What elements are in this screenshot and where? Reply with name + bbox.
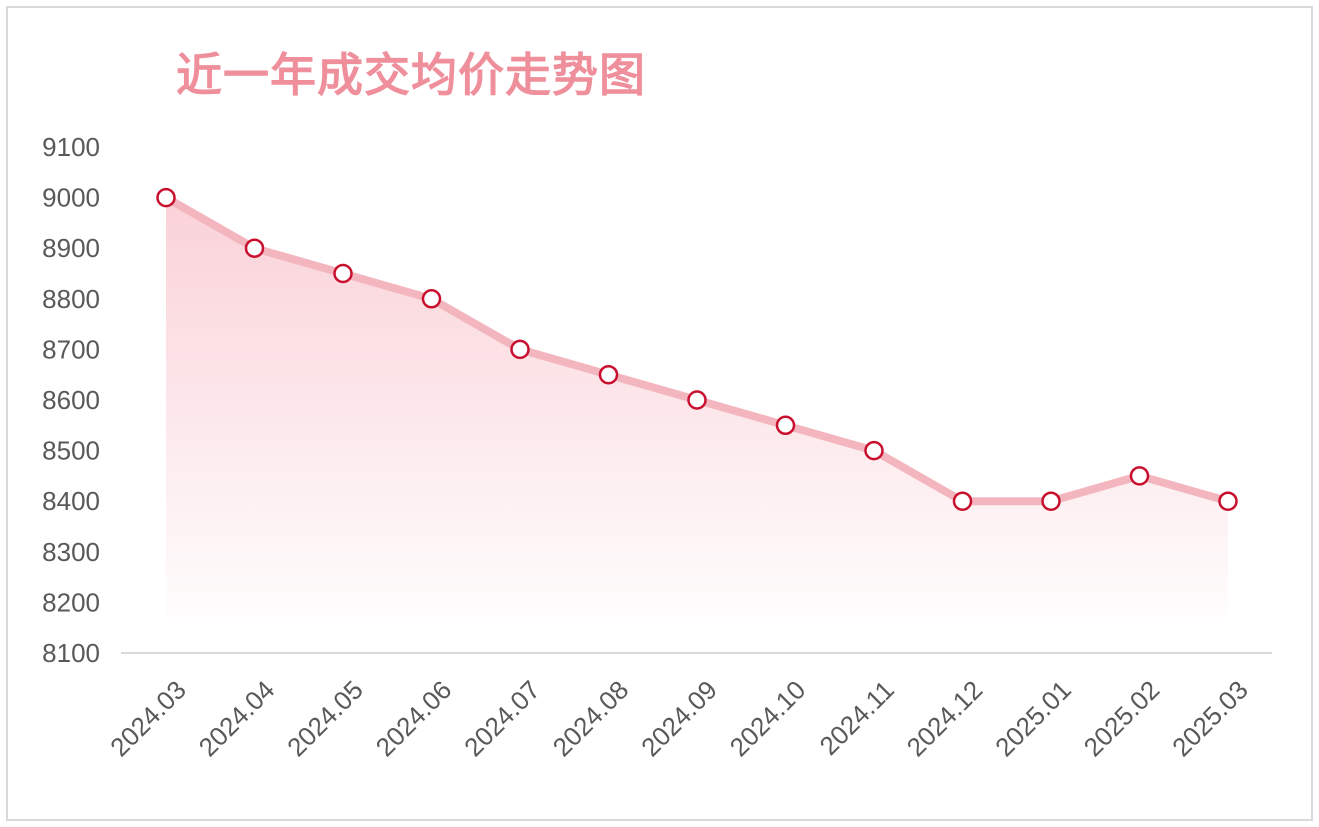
y-tick-label: 8700 bbox=[42, 334, 100, 364]
y-tick-label: 9100 bbox=[42, 132, 100, 162]
x-tick-label: 2024.05 bbox=[281, 675, 369, 763]
y-tick-label: 8400 bbox=[42, 486, 100, 516]
x-tick-label: 2024.04 bbox=[193, 675, 281, 763]
y-axis-ticks: 9100 9000 8900 8800 8700 8600 8500 8400 8300 8200… bbox=[42, 132, 100, 668]
y-tick-label: 8200 bbox=[42, 587, 100, 617]
y-tick-label: 8800 bbox=[42, 284, 100, 314]
y-tick-label: 9000 bbox=[42, 183, 100, 213]
data-point-marker bbox=[333, 263, 353, 284]
y-tick-label: 8100 bbox=[42, 638, 100, 668]
x-tick-label: 2025.02 bbox=[1078, 675, 1166, 763]
x-tick-label: 2025.03 bbox=[1166, 675, 1254, 763]
price-area-fill bbox=[166, 197, 1228, 640]
y-tick-label: 8300 bbox=[42, 537, 100, 567]
x-tick-label: 2024.11 bbox=[814, 675, 900, 761]
x-tick-label: 2024.08 bbox=[547, 675, 635, 763]
data-point-marker bbox=[421, 289, 442, 309]
y-tick-label: 8900 bbox=[42, 233, 100, 263]
x-tick-label: 2024.03 bbox=[104, 675, 192, 763]
data-point-marker bbox=[1218, 491, 1238, 511]
x-tick-label: 2024.06 bbox=[370, 675, 458, 763]
x-tick-label: 2024.07 bbox=[458, 675, 546, 763]
data-point-marker bbox=[864, 440, 884, 461]
data-point-marker bbox=[952, 491, 973, 511]
y-tick-label: 8500 bbox=[42, 436, 100, 466]
price-markers bbox=[156, 187, 1238, 511]
y-tick-label: 8600 bbox=[42, 385, 100, 415]
data-point-marker bbox=[687, 390, 707, 410]
data-point-marker bbox=[598, 364, 619, 385]
data-point-marker bbox=[1129, 466, 1150, 486]
data-point-marker bbox=[775, 415, 796, 436]
chart-title: 近一年成交均价走势图 bbox=[176, 48, 646, 102]
data-point-marker bbox=[1041, 491, 1061, 511]
x-axis-ticks: 2024.03 2024.04 2024.05 2024.06 2024.07 2024.… bbox=[104, 675, 1254, 763]
data-point-marker bbox=[156, 187, 176, 208]
data-point-marker bbox=[244, 238, 265, 258]
x-tick-label: 2024.12 bbox=[901, 675, 989, 763]
x-tick-label: 2024.09 bbox=[635, 675, 723, 763]
x-tick-label: 2025.01 bbox=[989, 675, 1077, 763]
x-tick-label: 2024.10 bbox=[724, 675, 812, 763]
data-point-marker bbox=[510, 339, 530, 360]
